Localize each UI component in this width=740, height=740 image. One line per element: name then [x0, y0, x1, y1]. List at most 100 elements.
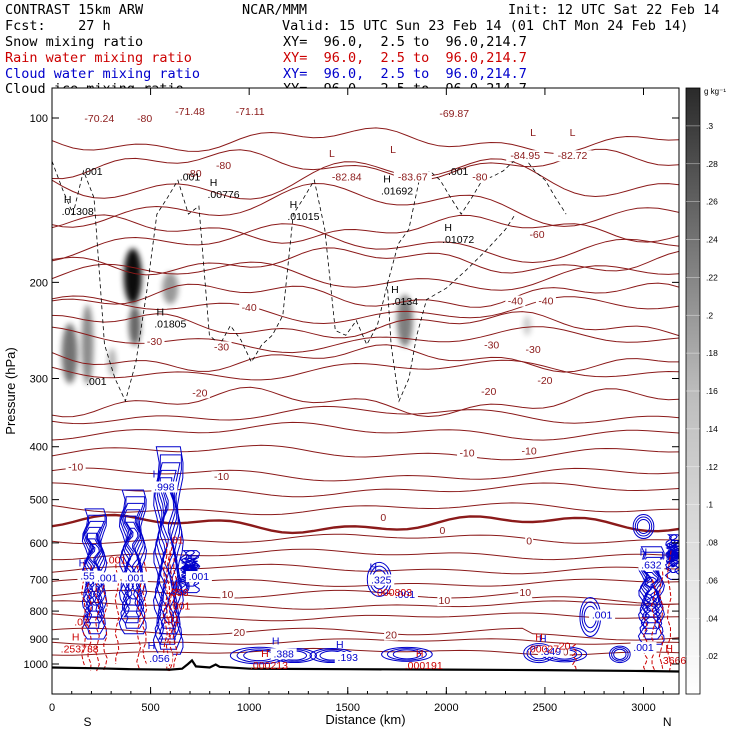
- temp-label-bg-6: [553, 150, 592, 162]
- temp-label-bg-18: [481, 339, 502, 351]
- snow-max-label-6: .0134: [392, 296, 418, 308]
- temp-label-34: 20: [385, 629, 397, 641]
- cloud-water-label-6: .056: [149, 653, 170, 665]
- snow-shade-3: [128, 305, 141, 346]
- rain-contour-12: [650, 579, 656, 672]
- terrain-profile: [52, 658, 679, 673]
- temp-label-bg-21: [478, 385, 499, 397]
- colorbar-tick-13: .28: [706, 159, 718, 169]
- snow-max-h-1: H: [210, 177, 218, 189]
- cloud-water-label-bg-8: [94, 572, 121, 584]
- temp-label-bg-26: [519, 445, 540, 457]
- colorbar-tick-11: .24: [706, 235, 718, 245]
- cloud-water-label-10: .001: [189, 571, 210, 583]
- rain-label-5: H: [535, 631, 543, 643]
- rain-contour-2: [94, 575, 100, 672]
- ice-label-2: .001: [448, 166, 469, 178]
- temp-label-30: 10: [222, 589, 234, 601]
- y-tick-label-0: 100: [30, 113, 48, 125]
- low-label-1: L: [390, 144, 396, 156]
- cloud-water-label-11: .001: [395, 589, 416, 601]
- temp-label-17: -30: [214, 341, 229, 353]
- cloud-water-blob-9-2: [636, 519, 651, 535]
- snow-shade-0: [61, 323, 78, 384]
- colorbar-tick-0: .02: [706, 651, 718, 661]
- temp-label-bg-4: [435, 108, 474, 120]
- temp-label-28: 0: [439, 525, 445, 537]
- rain-label-sub-5: .00027: [527, 643, 559, 655]
- terrain-line: [52, 658, 679, 673]
- y-tick-label-9: 1000: [24, 659, 48, 671]
- snow-max-h-3: H: [383, 174, 391, 186]
- temp-label-0: -70.24: [84, 113, 114, 125]
- y-tick-label-7: 800: [30, 606, 48, 618]
- colorbar-tick-6: .14: [706, 424, 718, 434]
- y-tick-label-5: 600: [30, 538, 48, 550]
- colorbar-tick-7: .16: [706, 386, 718, 396]
- layer-rain-label: Rain water mixing ratio: [5, 50, 192, 66]
- rain-contour-13: [658, 565, 664, 672]
- temp-label-bg-28: [438, 524, 447, 536]
- colorbar: g kg⁻¹ .02 .04 .06 .08 .1 .12 .14 .16 .18 .2 .22 .24…: [685, 87, 726, 695]
- rain-label-sub-2: .000213: [250, 660, 288, 672]
- isotherm-minor-17: [52, 600, 679, 610]
- colorbar-tick-10: .22: [706, 272, 718, 282]
- layer-rain-xy: XY= 96.0, 2.5 to 96.0,214.7: [283, 50, 527, 66]
- rain-contour-8: [165, 550, 171, 672]
- colorbar-tick-9: .2: [706, 310, 713, 320]
- cloud-water-label-8: .001: [97, 572, 118, 584]
- cloud-water-label-2: .632: [641, 559, 662, 571]
- snow-shade-6: [523, 315, 532, 336]
- snow-max-label-2: .01015: [287, 211, 319, 223]
- temp-label-14: -40: [538, 296, 553, 308]
- y-tick-label-6: 700: [30, 574, 48, 586]
- cloud-water-contour-4-6: [645, 576, 658, 612]
- isotherm-minor-8: [52, 421, 679, 441]
- cloud-water-blob-10-1: [175, 578, 189, 594]
- center-label: NCAR/MMM: [242, 2, 308, 18]
- colorbar-tick-4: .1: [706, 500, 713, 510]
- cloud-water-contour-0-6: [88, 543, 100, 606]
- cloud-water-blob-3-1: [386, 648, 427, 661]
- isotherm-minor-14: [52, 548, 679, 561]
- isotherm--20: [52, 344, 679, 373]
- cloud-water-label-bg-3: [77, 570, 104, 582]
- isotherm-minor-12: [52, 502, 679, 516]
- layer-snow-label: Snow mixing ratio: [5, 34, 144, 50]
- temp-label-21: -20: [481, 386, 496, 398]
- temp-label-10: -80: [186, 168, 201, 180]
- rain-label-3: .000803: [374, 587, 412, 599]
- cloud-water-blob-9-1: [634, 516, 653, 537]
- colorbar-tick-3: .08: [706, 538, 718, 548]
- cloud-water-blob-3-0: [381, 646, 433, 662]
- temp-label-bg-27: [379, 512, 388, 524]
- temp-label-bg-32: [518, 586, 533, 598]
- temp-label-bg-20: [189, 387, 210, 399]
- temp-label-26: -10: [522, 445, 537, 457]
- temp-label-27: 0: [380, 512, 386, 524]
- ice-label-0: .001: [82, 166, 103, 178]
- cloud-water-label-bg-10: [185, 571, 212, 583]
- temp-label-5: -84.95: [510, 150, 540, 162]
- snow-max-h-5: H: [157, 307, 165, 319]
- cloud-water-label-bg-11: [391, 589, 418, 601]
- y-tick-label-3: 400: [30, 442, 48, 454]
- rain-label-12: 20: [559, 640, 571, 652]
- colorbar-tick-14: .3: [706, 121, 713, 131]
- layer-cloudwater-xy: XY= 96.0, 2.5 to 96.0,214.7: [283, 66, 527, 82]
- cloud-water-label-12: .001: [592, 609, 613, 621]
- temp-label-bg-1: [134, 113, 155, 124]
- rain-label-sub-4: .000191: [405, 660, 443, 672]
- cloud-water-blob-6-1: [611, 647, 629, 662]
- temp-label-bg-14: [535, 295, 556, 307]
- temp-label-bg-5: [506, 150, 545, 162]
- temp-label-31: 10: [439, 595, 451, 607]
- isotherm--50: [52, 247, 679, 276]
- cloud-water-blob-9-0: [632, 514, 655, 540]
- rain-contour-14: [666, 550, 672, 672]
- rain-contour-7: [162, 542, 168, 669]
- cloud-water-contour-0-2: [83, 520, 105, 629]
- model-title: CONTRAST 15km ARW: [5, 2, 144, 18]
- rain-contour-10: [172, 558, 178, 669]
- temp-label-bg-25: [457, 447, 478, 459]
